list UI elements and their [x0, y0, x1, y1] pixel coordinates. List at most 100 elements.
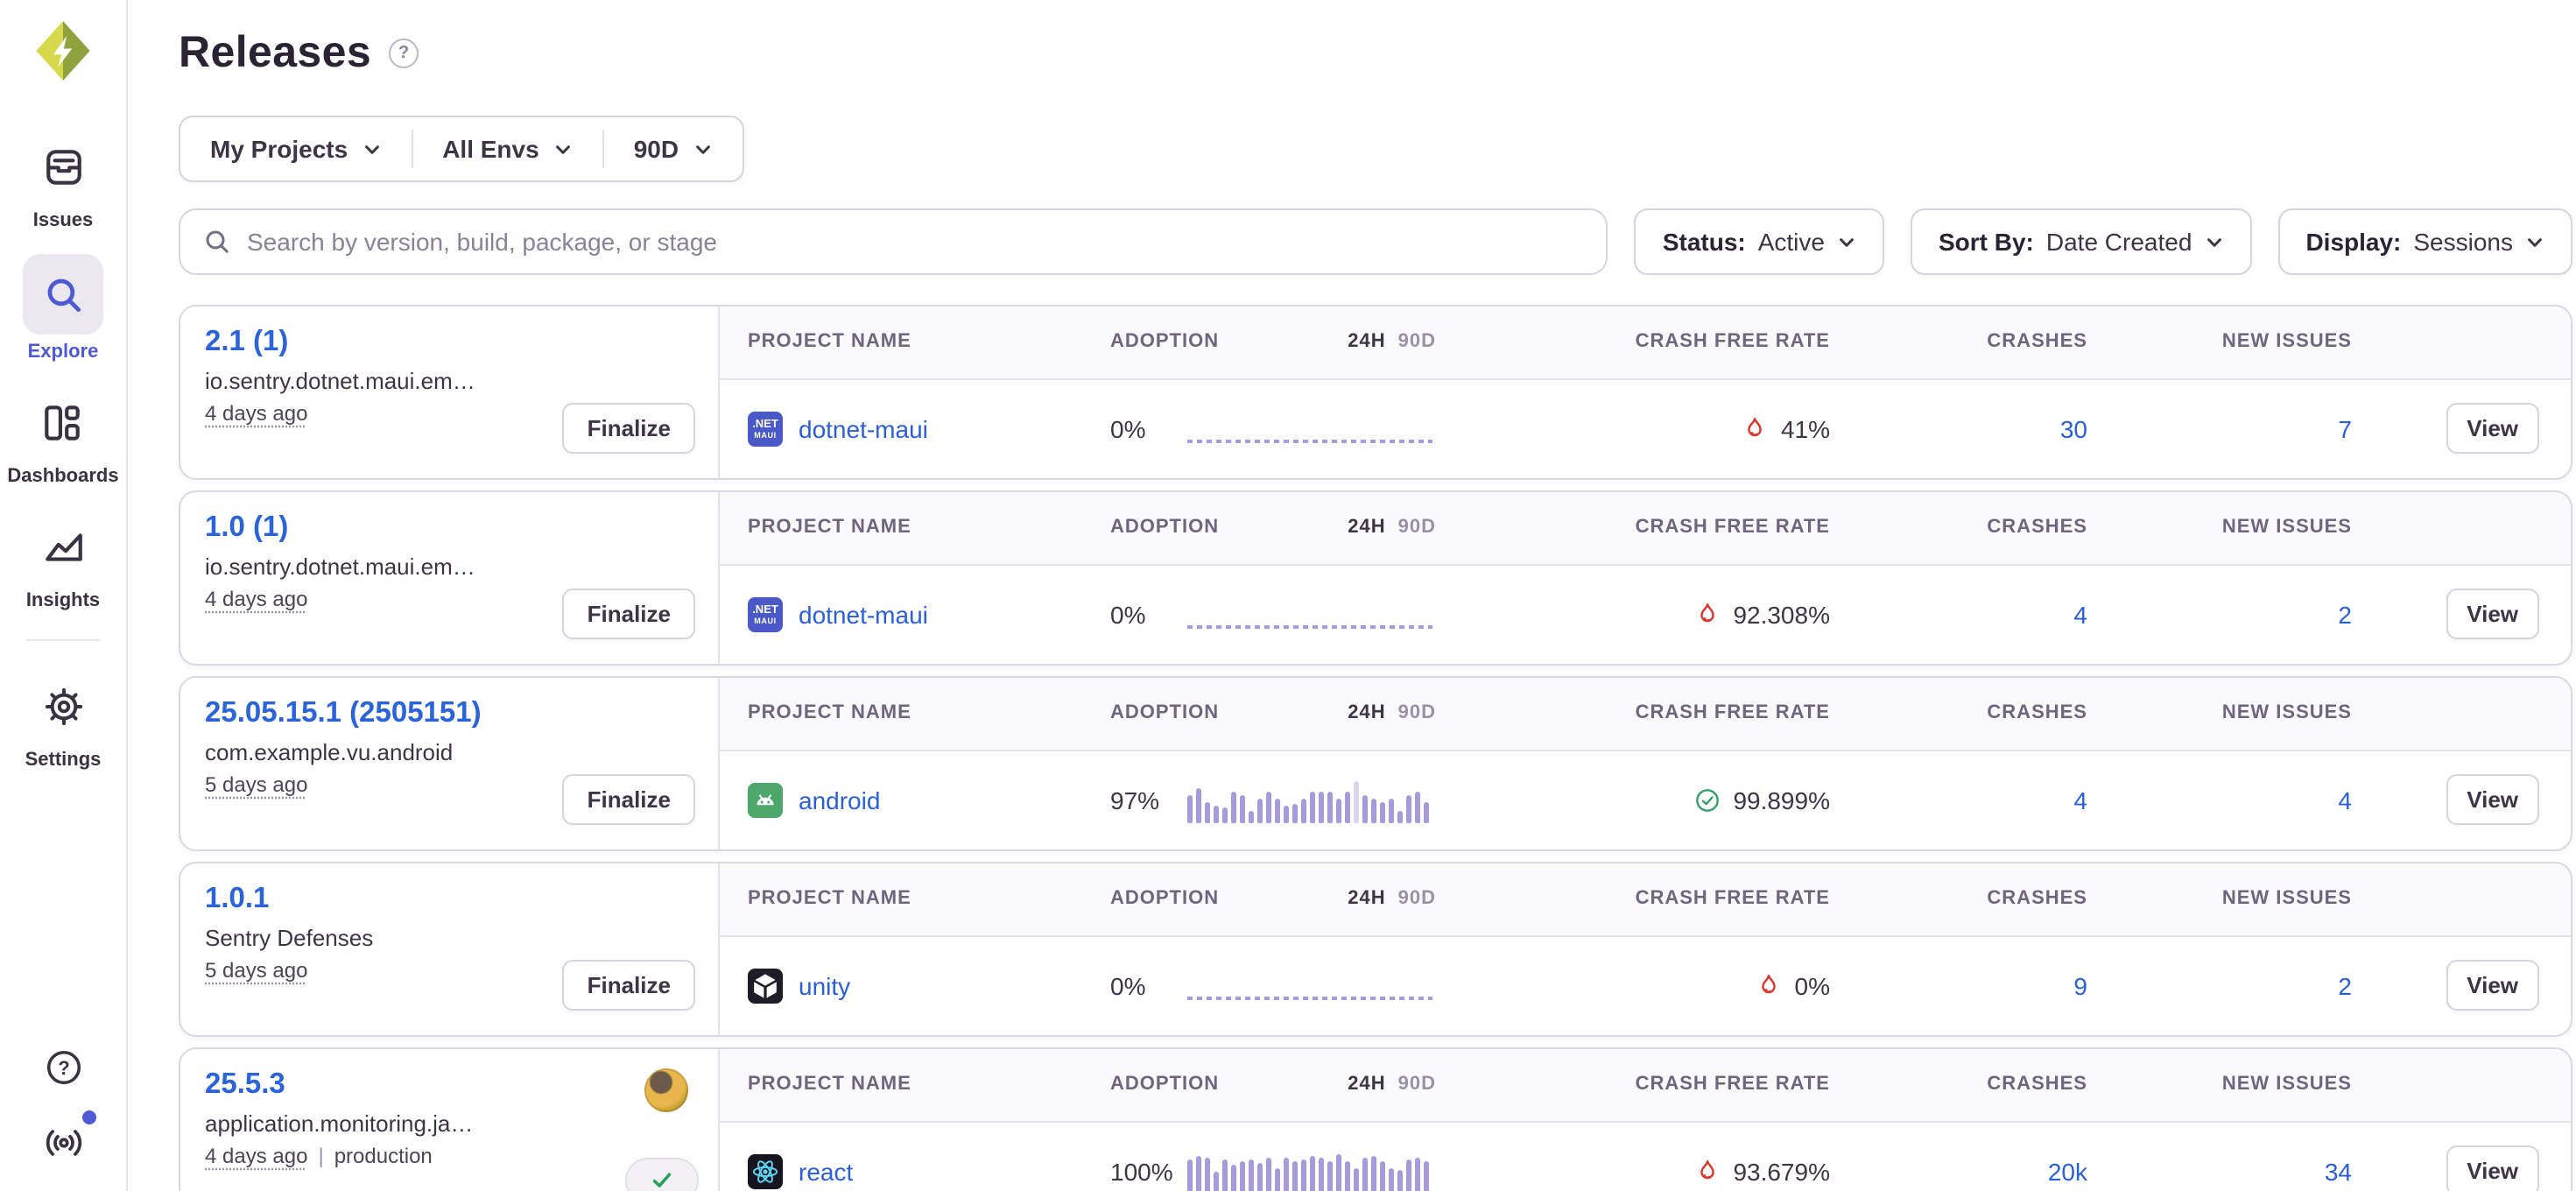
new-issues-link[interactable]: 2	[2338, 972, 2352, 1000]
release-version-link[interactable]: 25.5.3	[205, 1068, 285, 1102]
crashes-link[interactable]: 30	[2060, 415, 2087, 443]
release-environment: production	[334, 1144, 433, 1168]
display-dropdown[interactable]: Display: Sessions	[2277, 208, 2572, 275]
project-link[interactable]: react	[799, 1158, 853, 1186]
react-project-icon	[748, 1154, 783, 1189]
crashes-link[interactable]: 9	[2073, 972, 2087, 1000]
date-range-dropdown[interactable]: 90D	[604, 117, 742, 180]
release-age[interactable]: 4 days ago	[205, 587, 307, 611]
project-link[interactable]: dotnet-maui	[799, 415, 928, 443]
new-issues-link[interactable]: 34	[2325, 1158, 2352, 1186]
project-link[interactable]: android	[799, 786, 880, 814]
view-button[interactable]: View	[2446, 404, 2539, 455]
release-card: 25.05.15.1 (2505151) com.example.vu.andr…	[179, 676, 2572, 851]
finalize-button[interactable]: Finalize	[563, 588, 695, 639]
range-toggle-90d[interactable]: 90D	[1398, 703, 1436, 724]
column-header-adoption: ADOPTION	[1110, 518, 1219, 539]
range-toggle-24h[interactable]: 24H	[1348, 889, 1385, 910]
sidebar-item-dashboards[interactable]: Dashboards	[7, 385, 118, 487]
range-toggle-90d[interactable]: 90D	[1398, 518, 1436, 539]
sidebar-nav: Issues Explore	[0, 130, 126, 771]
project-link[interactable]: unity	[799, 972, 850, 1000]
sidebar-item-issues[interactable]: Issues	[25, 130, 102, 231]
release-info-panel: 25.05.15.1 (2505151) com.example.vu.andr…	[180, 678, 720, 849]
range-toggle-90d[interactable]: 90D	[1398, 1075, 1436, 1096]
release-table-header: PROJECT NAME ADOPTION 24H 90D CRASH FREE…	[720, 492, 2571, 565]
adoption-value: 0%	[1110, 972, 1187, 1000]
release-author-avatar[interactable]	[644, 1068, 688, 1112]
help-icon[interactable]: ?	[39, 1042, 88, 1091]
finalize-button[interactable]: Finalize	[563, 403, 695, 454]
release-age[interactable]: 4 days ago	[205, 401, 307, 426]
status-dropdown[interactable]: Status: Active	[1635, 208, 1884, 275]
finalize-button[interactable]: Finalize	[563, 960, 695, 1011]
approved-check-pill[interactable]	[625, 1158, 699, 1191]
release-package: io.sentry.dotnet.maui.em…	[205, 553, 569, 580]
projects-filter-dropdown[interactable]: My Projects	[180, 117, 411, 180]
sidebar-divider	[26, 639, 100, 641]
release-info-panel: 2.1 (1) io.sentry.dotnet.maui.em… 4 days…	[180, 307, 720, 478]
release-package: application.monitoring.ja…	[205, 1110, 569, 1137]
range-toggle-24h[interactable]: 24H	[1348, 703, 1385, 724]
search-input[interactable]	[247, 228, 1584, 256]
range-toggle-90d[interactable]: 90D	[1398, 889, 1436, 910]
page-help-icon[interactable]: ?	[389, 39, 419, 68]
sidebar-item-label: Explore	[28, 342, 99, 363]
sidebar-item-explore[interactable]: Explore	[23, 254, 103, 363]
release-version-link[interactable]: 1.0.1	[205, 883, 269, 916]
release-meta: 4 days ago | production	[205, 1144, 693, 1168]
broadcast-icon[interactable]	[39, 1117, 88, 1166]
chevron-down-icon	[2525, 232, 2544, 251]
project-link[interactable]: dotnet-maui	[799, 601, 928, 629]
release-package: Sentry Defenses	[205, 925, 569, 951]
check-circle-icon	[1693, 786, 1721, 814]
view-button[interactable]: View	[2446, 589, 2539, 640]
sidebar-item-label: Settings	[25, 750, 102, 771]
search-box[interactable]	[179, 208, 1608, 275]
range-toggle-24h[interactable]: 24H	[1348, 518, 1385, 539]
release-project-row: unity 0% 0% 9 2 View	[720, 936, 2571, 1035]
view-button[interactable]: View	[2446, 1146, 2539, 1191]
issues-icon	[25, 130, 102, 203]
new-issues-link[interactable]: 4	[2338, 786, 2352, 814]
release-info-panel: 1.0 (1) io.sentry.dotnet.maui.em… 4 days…	[180, 492, 720, 664]
sentry-logo-icon[interactable]	[33, 18, 93, 84]
release-age[interactable]: 5 days ago	[205, 958, 307, 983]
release-package: io.sentry.dotnet.maui.em…	[205, 368, 569, 394]
sidebar-item-insights[interactable]: Insights	[25, 510, 102, 611]
view-button[interactable]: View	[2446, 775, 2539, 826]
sort-by-dropdown[interactable]: Sort By: Date Created	[1911, 208, 2251, 275]
view-button[interactable]: View	[2446, 961, 2539, 1011]
environments-filter-dropdown[interactable]: All Envs	[412, 117, 602, 180]
crashes-link[interactable]: 20k	[2048, 1158, 2087, 1186]
meta-separator: |	[318, 1144, 323, 1168]
release-version-link[interactable]: 1.0 (1)	[205, 511, 288, 545]
release-age[interactable]: 5 days ago	[205, 772, 307, 797]
release-version-link[interactable]: 2.1 (1)	[205, 326, 288, 359]
sidebar-item-settings[interactable]: Settings	[25, 669, 102, 771]
new-issues-link[interactable]: 7	[2338, 415, 2352, 443]
release-version-link[interactable]: 25.05.15.1 (2505151)	[205, 697, 482, 730]
new-issues-link[interactable]: 2	[2338, 601, 2352, 629]
chevron-down-icon	[1837, 232, 1856, 251]
projects-filter-value: My Projects	[210, 135, 348, 163]
adoption-value: 0%	[1110, 601, 1187, 629]
crash-free-value: 0%	[1795, 972, 1830, 1000]
range-toggle-24h[interactable]: 24H	[1348, 1075, 1385, 1096]
column-header-new-issues: NEW ISSUES	[2087, 703, 2352, 724]
range-toggle-24h[interactable]: 24H	[1348, 332, 1385, 353]
range-toggle: 24H 90D	[1348, 332, 1436, 353]
crashes-link[interactable]: 4	[2073, 601, 2087, 629]
release-age[interactable]: 4 days ago	[205, 1144, 307, 1168]
release-card: 25.5.3 application.monitoring.ja… 4 days…	[179, 1047, 2572, 1191]
app-root: Issues Explore	[0, 0, 2576, 1191]
chevron-down-icon	[553, 139, 573, 159]
fire-icon	[1693, 1158, 1721, 1186]
crash-free-value: 93.679%	[1733, 1158, 1830, 1186]
release-list: 2.1 (1) io.sentry.dotnet.maui.em… 4 days…	[179, 305, 2572, 1191]
release-table: PROJECT NAME ADOPTION 24H 90D CRASH FREE…	[720, 863, 2571, 1035]
crashes-link[interactable]: 4	[2073, 786, 2087, 814]
search-icon	[23, 254, 103, 335]
range-toggle-90d[interactable]: 90D	[1398, 332, 1436, 353]
finalize-button[interactable]: Finalize	[563, 774, 695, 825]
